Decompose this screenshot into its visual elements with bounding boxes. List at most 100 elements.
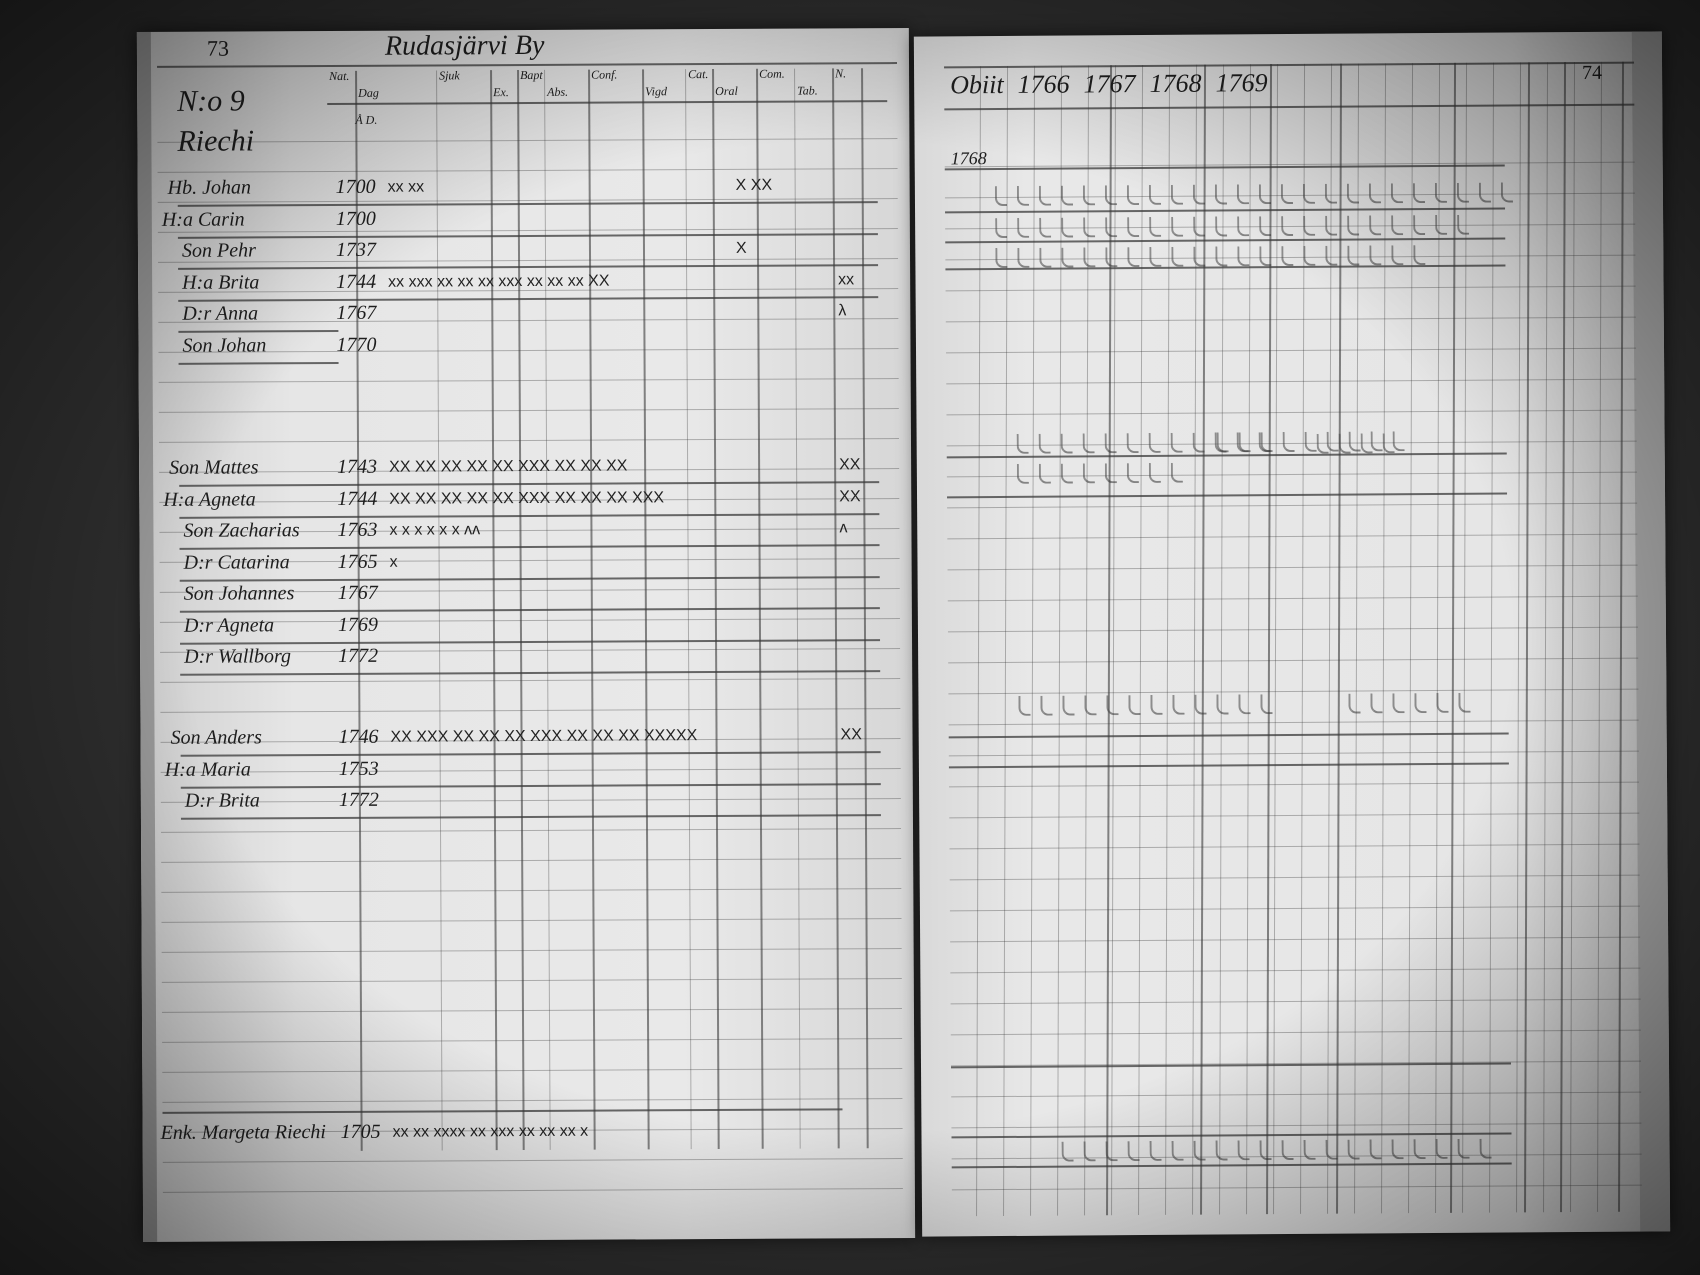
date-mark — [1391, 215, 1404, 236]
date-mark — [1360, 433, 1373, 454]
date-mark — [1060, 433, 1073, 454]
row-rule — [945, 237, 1506, 244]
exam-marks: xx xxx xx xx xx xxx xx xx xx XX — [388, 272, 610, 291]
date-mark — [1347, 1139, 1360, 1160]
date-mark — [1348, 693, 1361, 714]
ruled-line — [948, 719, 1639, 726]
column-rule — [1336, 63, 1342, 1214]
date-mark — [1457, 214, 1470, 235]
death-years-header: Obiit 1766 1767 1768 1769 — [950, 68, 1268, 100]
date-mark — [1259, 246, 1272, 267]
ruled-line — [158, 408, 899, 413]
ruled-line — [951, 1091, 1642, 1098]
person-name: H:a Agneta — [163, 487, 256, 511]
year-header: 1767 — [1083, 69, 1136, 99]
row-rule — [948, 762, 1509, 769]
date-mark — [1281, 1140, 1294, 1161]
date-mark — [1061, 217, 1074, 238]
date-mark — [1148, 462, 1161, 483]
date-mark — [1434, 182, 1447, 203]
ruled-grid — [914, 31, 1662, 1217]
exam-marks: XX XX XX XX XX XXX XX XX XX — [389, 457, 628, 476]
date-mark — [995, 247, 1008, 269]
date-mark — [1281, 245, 1294, 267]
exam-marks: XX XXX XX XX XX XXX XX XX XX XXXXX — [390, 727, 698, 746]
page-edge — [1631, 31, 1671, 1232]
ruled-line — [951, 1184, 1642, 1191]
date-mark — [1171, 246, 1184, 267]
ruled-line — [160, 708, 901, 713]
column-rule — [1057, 65, 1063, 1216]
column-rule — [1570, 62, 1576, 1213]
date-mark — [1149, 1140, 1162, 1162]
person-name: Son Johannes — [183, 582, 295, 605]
row-rule — [178, 264, 879, 270]
date-mark — [1281, 215, 1294, 237]
date-mark — [1018, 695, 1031, 716]
date-mark — [1479, 1138, 1492, 1159]
page-number: 73 — [206, 35, 229, 61]
date-mark — [1083, 247, 1096, 268]
column-header: Tab. — [797, 83, 818, 98]
date-mark — [1370, 693, 1383, 714]
column-rule — [1266, 64, 1272, 1215]
row-rule — [179, 544, 880, 550]
date-mark — [1215, 216, 1228, 237]
communion-marks: X XX — [735, 176, 773, 194]
ruled-line — [157, 168, 898, 173]
column-header: Vigd — [645, 84, 667, 99]
column-header: Sjuk — [439, 68, 460, 83]
birth-year: 1767 — [336, 301, 377, 324]
communion-marks: XX — [839, 456, 861, 474]
date-mark — [1104, 433, 1117, 454]
ruled-line — [951, 1153, 1642, 1160]
column-rule — [1111, 65, 1117, 1216]
obiit-label: Obiit — [950, 70, 1004, 100]
date-mark — [1171, 216, 1184, 237]
date-mark — [1193, 1140, 1206, 1161]
ruled-line — [162, 1188, 903, 1193]
row-rule — [179, 607, 880, 613]
column-header: Cat. — [688, 67, 709, 82]
date-mark — [1038, 433, 1051, 454]
person-name: Son Anders — [170, 726, 262, 749]
birth-year: 1744 — [336, 270, 377, 293]
date-mark — [1082, 433, 1095, 454]
date-mark — [1105, 1141, 1118, 1162]
date-mark — [994, 185, 1008, 207]
date-mark — [1149, 246, 1162, 267]
ruled-line — [161, 918, 902, 923]
exam-marks: xx xx xxxx xx xxx xx xx xx x — [392, 1122, 589, 1141]
column-rule — [1618, 61, 1624, 1212]
date-mark — [1016, 185, 1030, 206]
column-rule — [1030, 65, 1036, 1216]
date-mark — [1260, 694, 1273, 715]
date-mark — [1435, 1138, 1448, 1160]
date-mark — [1171, 1140, 1184, 1161]
row-rule — [946, 452, 1507, 459]
date-mark — [1478, 182, 1491, 203]
date-mark — [1127, 217, 1140, 238]
birth-year: 1772 — [338, 644, 379, 667]
date-mark — [1148, 184, 1162, 205]
date-mark — [1038, 463, 1051, 484]
ruled-line — [947, 626, 1638, 633]
date-mark — [1413, 245, 1426, 266]
date-mark — [1238, 432, 1251, 453]
date-mark — [995, 217, 1008, 239]
column-rule — [1192, 64, 1198, 1215]
ruled-line — [947, 533, 1638, 540]
date-mark — [1039, 247, 1052, 268]
date-mark — [1347, 215, 1360, 236]
ruled-line — [948, 657, 1639, 664]
date-mark — [1127, 247, 1140, 268]
column-rule — [1489, 62, 1495, 1213]
row-rule — [180, 782, 881, 789]
column-rule — [976, 66, 982, 1217]
date-mark — [1148, 432, 1161, 453]
birth-year: 1769 — [337, 613, 378, 636]
date-mark — [1017, 247, 1030, 268]
ruled-line — [947, 564, 1638, 571]
column-rule — [1300, 63, 1306, 1214]
row-rule — [180, 751, 881, 757]
